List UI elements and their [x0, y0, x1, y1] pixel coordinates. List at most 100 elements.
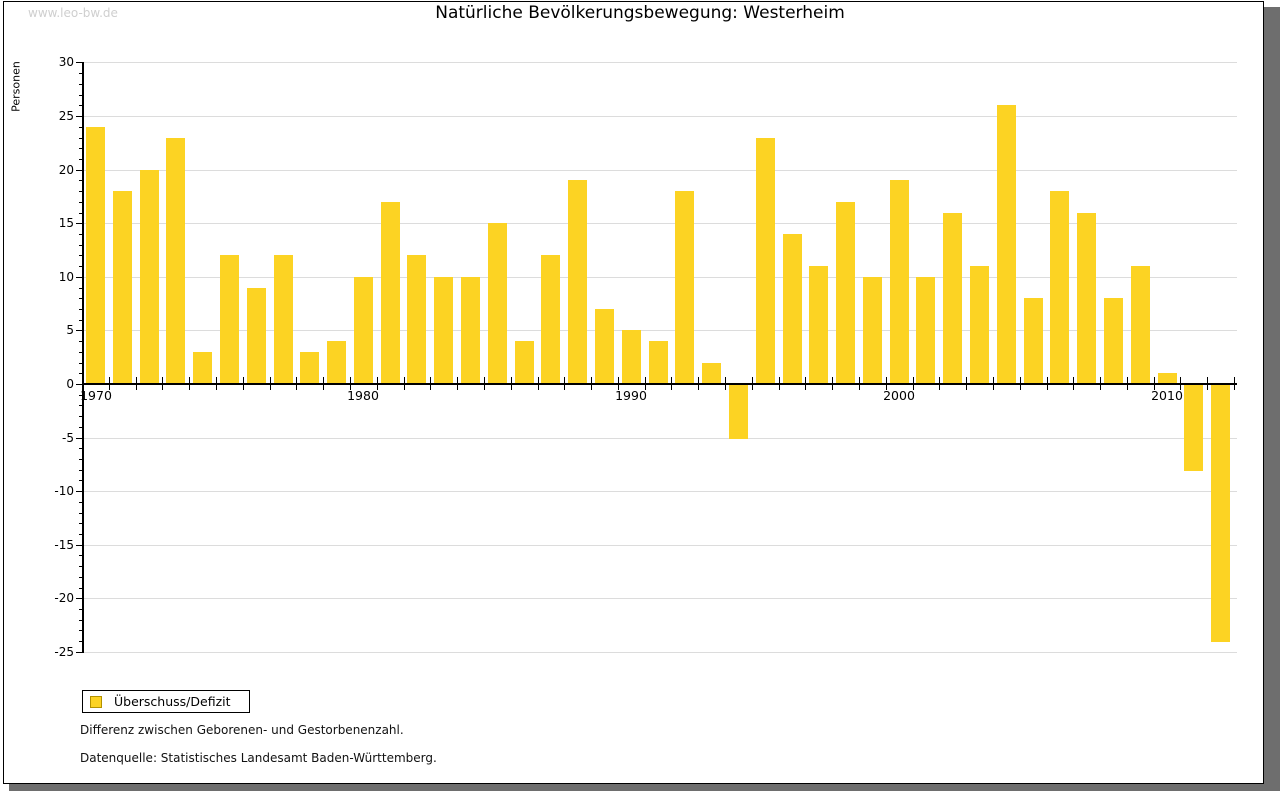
y-axis-minor-tick [79, 298, 84, 299]
bar-2008 [1104, 298, 1123, 384]
y-axis-minor-tick [79, 459, 84, 460]
y-axis-minor-tick [79, 555, 84, 556]
bar-1989 [595, 309, 614, 384]
y-tick-label: 15 [58, 216, 74, 230]
bar-1998 [836, 202, 855, 384]
bar-1984 [461, 277, 480, 384]
bar-2011 [1184, 385, 1203, 471]
y-axis-minor-tick [79, 534, 84, 535]
bar-1974 [193, 352, 212, 384]
y-axis-minor-tick [79, 320, 84, 321]
y-axis-line [82, 62, 84, 652]
y-axis-minor-tick [79, 448, 84, 449]
y-axis-minor-tick [79, 480, 84, 481]
y-axis-minor-tick [79, 266, 84, 267]
gridline [84, 170, 1237, 171]
bar-1994 [729, 385, 748, 439]
x-tick-label-1990: 1990 [615, 388, 647, 403]
bar-1972 [140, 170, 159, 384]
y-tick-label: -10 [54, 484, 74, 498]
x-tick-label-1970: 1970 [80, 388, 112, 403]
y-tick-label: 10 [58, 270, 74, 284]
bar-1977 [274, 255, 293, 384]
y-axis-minor-tick [79, 234, 84, 235]
y-axis-major-tick [76, 62, 84, 63]
bar-1976 [247, 288, 266, 384]
watermark-leo-bw: www.leo-bw.de [28, 6, 118, 20]
bar-1997 [809, 266, 828, 384]
bar-1992 [675, 191, 694, 384]
y-axis-minor-tick [79, 405, 84, 406]
y-tick-label: -5 [62, 431, 74, 445]
bar-2005 [1024, 298, 1043, 384]
x-axis-line [82, 383, 1237, 385]
y-axis-minor-tick [79, 352, 84, 353]
legend-swatch-icon [90, 696, 102, 708]
bar-2007 [1077, 213, 1096, 384]
bar-1973 [166, 138, 185, 384]
bar-1979 [327, 341, 346, 384]
bar-1983 [434, 277, 453, 384]
y-axis-minor-tick [79, 416, 84, 417]
gridline [84, 652, 1237, 653]
y-tick-label: 25 [58, 109, 74, 123]
bar-1988 [568, 180, 587, 384]
y-axis-minor-tick [79, 523, 84, 524]
y-axis-major-tick [76, 545, 84, 546]
bar-1999 [863, 277, 882, 384]
y-tick-label: 20 [58, 163, 74, 177]
y-axis-minor-tick [79, 566, 84, 567]
y-axis-minor-tick [79, 620, 84, 621]
y-axis-minor-tick [79, 427, 84, 428]
y-axis-minor-tick [79, 309, 84, 310]
bar-2002 [943, 213, 962, 384]
bar-1970 [86, 127, 105, 384]
note-definition: Differenz zwischen Geborenen- und Gestor… [80, 723, 404, 737]
y-axis-minor-tick [79, 502, 84, 503]
bar-1971 [113, 191, 132, 384]
y-axis-minor-tick [79, 95, 84, 96]
x-tick-label-2010: 2010 [1151, 388, 1183, 403]
y-axis-title: Personen [9, 61, 23, 112]
y-tick-label: -15 [54, 538, 74, 552]
x-tick-label-2000: 2000 [883, 388, 915, 403]
note-datasource: Datenquelle: Statistisches Landesamt Bad… [80, 751, 437, 765]
bar-1982 [407, 255, 426, 384]
y-axis-major-tick [76, 491, 84, 492]
bar-1995 [756, 138, 775, 384]
y-axis-minor-tick [79, 138, 84, 139]
y-axis-major-tick [76, 277, 84, 278]
bar-1993 [702, 363, 721, 384]
y-axis-minor-tick [79, 213, 84, 214]
gridline [84, 277, 1237, 278]
bar-2009 [1131, 266, 1150, 384]
y-axis-minor-tick [79, 73, 84, 74]
bar-1987 [541, 255, 560, 384]
bar-1986 [515, 341, 534, 384]
y-axis-major-tick [76, 116, 84, 117]
y-axis-minor-tick [79, 245, 84, 246]
gridline [84, 62, 1237, 63]
y-axis-minor-tick [79, 148, 84, 149]
y-axis-minor-tick [79, 180, 84, 181]
y-axis-major-tick [76, 330, 84, 331]
gridline [84, 116, 1237, 117]
bar-2006 [1050, 191, 1069, 384]
bar-1985 [488, 223, 507, 384]
bar-1996 [783, 234, 802, 384]
y-axis-minor-tick [79, 127, 84, 128]
gridline [84, 438, 1237, 439]
bar-2010 [1158, 373, 1177, 384]
y-axis-major-tick [76, 170, 84, 171]
gridline [84, 491, 1237, 492]
y-axis-minor-tick [79, 84, 84, 85]
gridline [84, 223, 1237, 224]
bar-2001 [916, 277, 935, 384]
y-tick-label: 30 [58, 55, 74, 69]
bar-2012 [1211, 385, 1230, 642]
y-axis-minor-tick [79, 191, 84, 192]
gridline [84, 598, 1237, 599]
y-axis-minor-tick [79, 255, 84, 256]
y-axis-minor-tick [79, 288, 84, 289]
